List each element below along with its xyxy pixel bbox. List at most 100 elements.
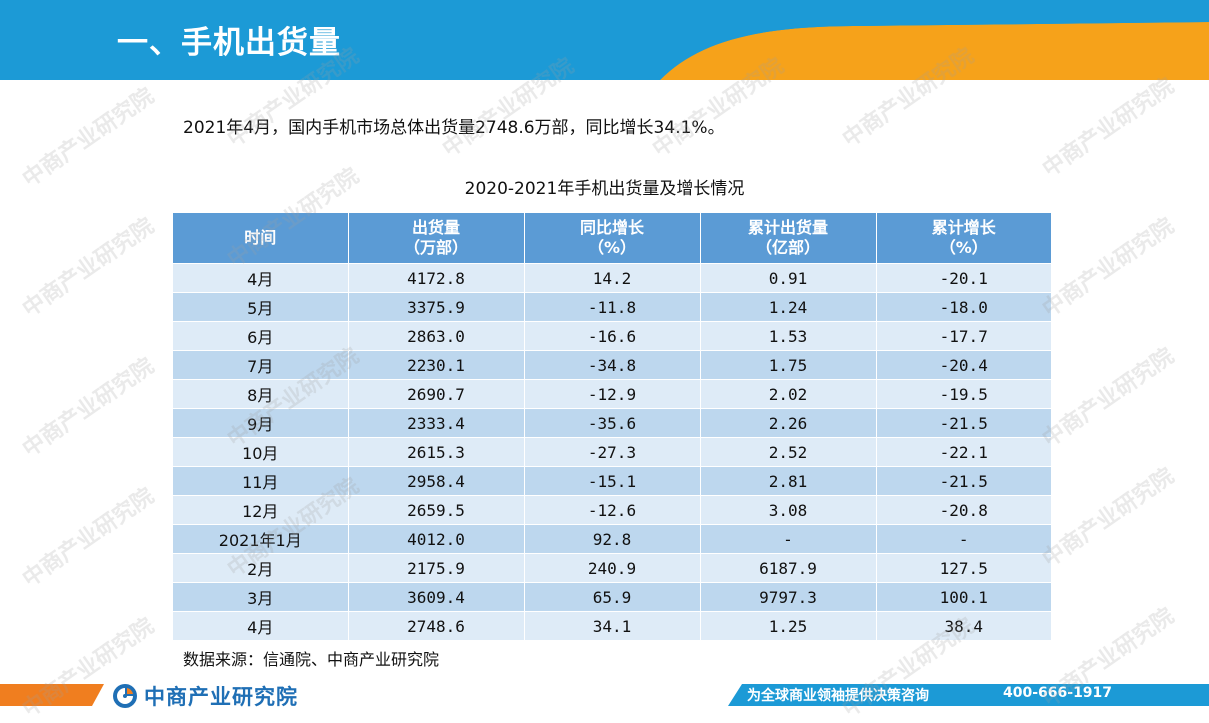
cell-yoy-growth: -34.8: [524, 350, 701, 380]
cell-cumulative-shipment: 1.53: [700, 321, 877, 351]
watermark-text: 中商产业研究院: [18, 483, 159, 593]
cell-shipment: 2615.3: [348, 437, 525, 467]
cell-cumulative-shipment: 9797.3: [700, 582, 877, 612]
cell-cumulative-growth: -20.1: [876, 263, 1051, 293]
cell-yoy-growth: 65.9: [524, 582, 701, 612]
watermark-text: 中商产业研究院: [1038, 213, 1179, 323]
header-cumg-label: 累计增长: [931, 218, 996, 237]
cell-cumulative-shipment: -: [700, 524, 877, 554]
header-time: 时间: [173, 213, 349, 264]
cell-cumulative-shipment: 1.25: [700, 611, 877, 640]
watermark-text: 中商产业研究院: [1038, 463, 1179, 573]
table-row: 8月 2690.7 -12.9 2.02 -19.5: [173, 379, 1051, 409]
table-row: 4月 4172.8 14.2 0.91 -20.1: [173, 263, 1051, 293]
cell-time: 7月: [173, 350, 349, 380]
cell-cumulative-growth: -19.5: [876, 379, 1051, 409]
header-cum-unit: （亿部）: [755, 238, 820, 257]
cell-cumulative-growth: -: [876, 524, 1051, 554]
header-cum-label: 累计出货量: [747, 218, 828, 237]
cell-shipment: 3375.9: [348, 292, 525, 322]
cell-cumulative-shipment: 0.91: [700, 263, 877, 293]
header-yoy-label: 同比增长: [579, 218, 644, 237]
cell-cumulative-growth: 127.5: [876, 553, 1051, 583]
cell-yoy-growth: -27.3: [524, 437, 701, 467]
cell-yoy-growth: -16.6: [524, 321, 701, 351]
cell-time: 10月: [173, 437, 349, 467]
cell-cumulative-shipment: 3.08: [700, 495, 877, 525]
cell-cumulative-growth: -20.8: [876, 495, 1051, 525]
cell-time: 6月: [173, 321, 349, 351]
data-source: 数据来源：信通院、中商产业研究院: [183, 650, 440, 669]
cell-cumulative-growth: -18.0: [876, 292, 1051, 322]
cell-time: 8月: [173, 379, 349, 409]
cell-yoy-growth: 34.1: [524, 611, 701, 640]
header-cumg-unit: （%）: [939, 238, 988, 257]
cell-cumulative-growth: -21.5: [876, 408, 1051, 438]
watermark-text: 中商产业研究院: [1038, 343, 1179, 453]
cell-time: 9月: [173, 408, 349, 438]
shipment-table: 时间 出货量 （万部） 同比增长 （%） 累计出货量 （亿部） 累计增长 （%） 4月 4…: [173, 213, 1051, 640]
cell-cumulative-growth: -17.7: [876, 321, 1051, 351]
table-row: 4月 2748.6 34.1 1.25 38.4: [173, 611, 1051, 640]
table-row: 5月 3375.9 -11.8 1.24 -18.0: [173, 292, 1051, 322]
cell-shipment: 4172.8: [348, 263, 525, 293]
watermark-text: 中商产业研究院: [18, 213, 159, 323]
cell-cumulative-growth: -20.4: [876, 350, 1051, 380]
cell-time: 2021年1月: [173, 524, 349, 554]
cell-yoy-growth: 14.2: [524, 263, 701, 293]
watermark-text: 中商产业研究院: [18, 353, 159, 463]
cell-yoy-growth: -35.6: [524, 408, 701, 438]
cell-time: 2月: [173, 553, 349, 583]
header-yoy-unit: （%）: [587, 238, 637, 257]
header-time-label: 时间: [244, 228, 277, 247]
cell-cumulative-shipment: 2.26: [700, 408, 877, 438]
cell-cumulative-growth: -21.5: [876, 466, 1051, 496]
table-row: 12月 2659.5 -12.6 3.08 -20.8: [173, 495, 1051, 525]
cell-time: 4月: [173, 263, 349, 293]
cell-shipment: 2230.1: [348, 350, 525, 380]
cell-shipment: 3609.4: [348, 582, 525, 612]
footer-logo: 中商产业研究院: [112, 681, 298, 711]
table-row: 7月 2230.1 -34.8 1.75 -20.4: [173, 350, 1051, 380]
table-row: 6月 2863.0 -16.6 1.53 -17.7: [173, 321, 1051, 351]
cell-cumulative-shipment: 1.75: [700, 350, 877, 380]
cell-time: 5月: [173, 292, 349, 322]
cell-yoy-growth: 92.8: [524, 524, 701, 554]
table-row: 9月 2333.4 -35.6 2.26 -21.5: [173, 408, 1051, 438]
page-title: 一、手机出货量: [117, 25, 341, 61]
cell-shipment: 2333.4: [348, 408, 525, 438]
cell-shipment: 2690.7: [348, 379, 525, 409]
table-row: 10月 2615.3 -27.3 2.52 -22.1: [173, 437, 1051, 467]
footer-stripe: [0, 684, 104, 706]
cell-cumulative-shipment: 6187.9: [700, 553, 877, 583]
cell-yoy-growth: 240.9: [524, 553, 701, 583]
footer-phone: 400-666-1917: [1003, 685, 1113, 701]
header-shipment-unit: （万部）: [403, 238, 468, 257]
cell-shipment: 2175.9: [348, 553, 525, 583]
table-row: 2月 2175.9 240.9 6187.9 127.5: [173, 553, 1051, 583]
header-background: [0, 0, 1209, 80]
cell-shipment: 4012.0: [348, 524, 525, 554]
logo-icon: [113, 684, 137, 708]
cell-cumulative-shipment: 2.52: [700, 437, 877, 467]
logo-text: 中商产业研究院: [144, 685, 298, 709]
cell-cumulative-growth: -22.1: [876, 437, 1051, 467]
header-cumulative-shipment: 累计出货量 （亿部）: [700, 213, 877, 264]
table-row: 3月 3609.4 65.9 9797.3 100.1: [173, 582, 1051, 612]
cell-shipment: 2958.4: [348, 466, 525, 496]
footer-slogan: 为全球商业领袖提供决策咨询: [747, 688, 929, 704]
cell-yoy-growth: -11.8: [524, 292, 701, 322]
header-shipment: 出货量 （万部）: [348, 213, 525, 264]
cell-cumulative-growth: 100.1: [876, 582, 1051, 612]
cell-cumulative-shipment: 2.81: [700, 466, 877, 496]
header-yoy-growth: 同比增长 （%）: [524, 213, 701, 264]
cell-yoy-growth: -12.9: [524, 379, 701, 409]
cell-shipment: 2863.0: [348, 321, 525, 351]
cell-cumulative-shipment: 1.24: [700, 292, 877, 322]
cell-time: 4月: [173, 611, 349, 640]
cell-cumulative-growth: 38.4: [876, 611, 1051, 640]
watermark-text: 中商产业研究院: [1038, 73, 1179, 183]
footer-bar: [728, 684, 1209, 706]
cell-time: 3月: [173, 582, 349, 612]
cell-yoy-growth: -12.6: [524, 495, 701, 525]
